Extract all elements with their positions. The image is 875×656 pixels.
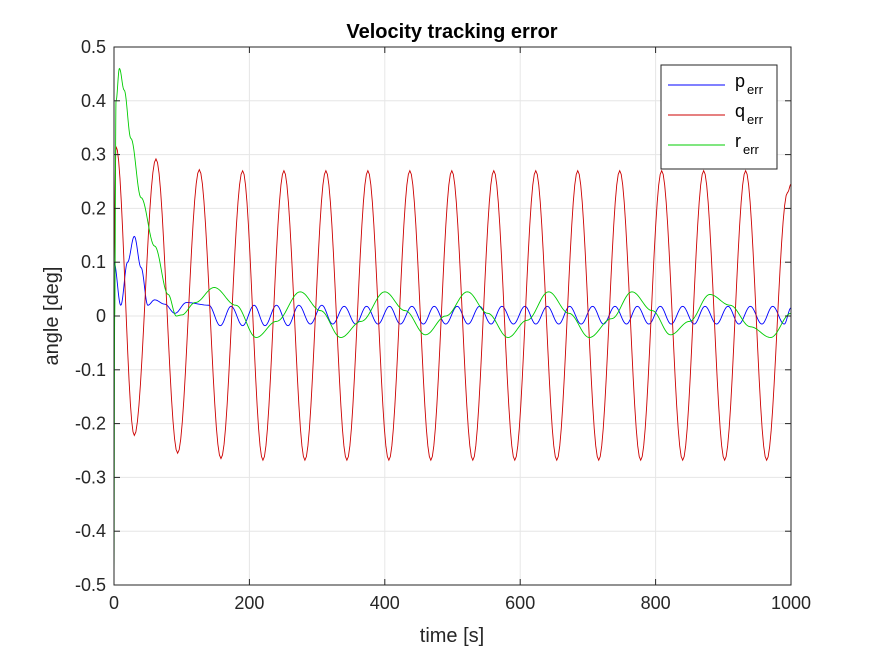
legend-label-p-err: p err (735, 71, 764, 97)
legend-box (660, 64, 778, 170)
y-tick-label: 0.3 (81, 145, 106, 165)
y-tick-label: -0.4 (75, 521, 106, 541)
series-line-p-err (114, 235, 791, 327)
x-tick-label: 0 (109, 593, 119, 613)
series-line-r-err (114, 67, 791, 575)
x-tick-label: 400 (370, 593, 400, 613)
x-tick-label: 200 (234, 593, 264, 613)
series-layer (114, 67, 791, 575)
y-tick-label: -0.5 (75, 575, 106, 595)
legend-label-q-err: q err (735, 101, 764, 127)
y-tick-label: 0.2 (81, 198, 106, 218)
x-axis-label: time [s] (420, 625, 484, 647)
y-tick-label: -0.1 (75, 360, 106, 380)
x-axis-ticks: 0 200 400 600 800 1000 (109, 47, 811, 613)
legend: p err q err r err (660, 64, 778, 170)
y-tick-label: -0.3 (75, 467, 106, 487)
x-tick-label: 1000 (771, 593, 811, 613)
y-tick-label: 0.5 (81, 37, 106, 57)
y-axis-label: angle [deg] (41, 267, 63, 366)
y-tick-label: 0.4 (81, 91, 106, 111)
y-tick-label: 0.1 (81, 252, 106, 272)
series-line-q-err (114, 146, 791, 462)
legend-label-r-err: r err (735, 131, 760, 157)
x-tick-label: 800 (641, 593, 671, 613)
y-tick-label: -0.2 (75, 414, 106, 434)
x-tick-label: 600 (505, 593, 535, 613)
y-axis-ticks: -0.5 -0.4 -0.3 -0.2 -0.1 0 0.1 0.2 0.3 0.4 0.5 (75, 37, 791, 595)
chart-title: Velocity tracking error (346, 21, 557, 43)
y-tick-label: 0 (96, 306, 106, 326)
